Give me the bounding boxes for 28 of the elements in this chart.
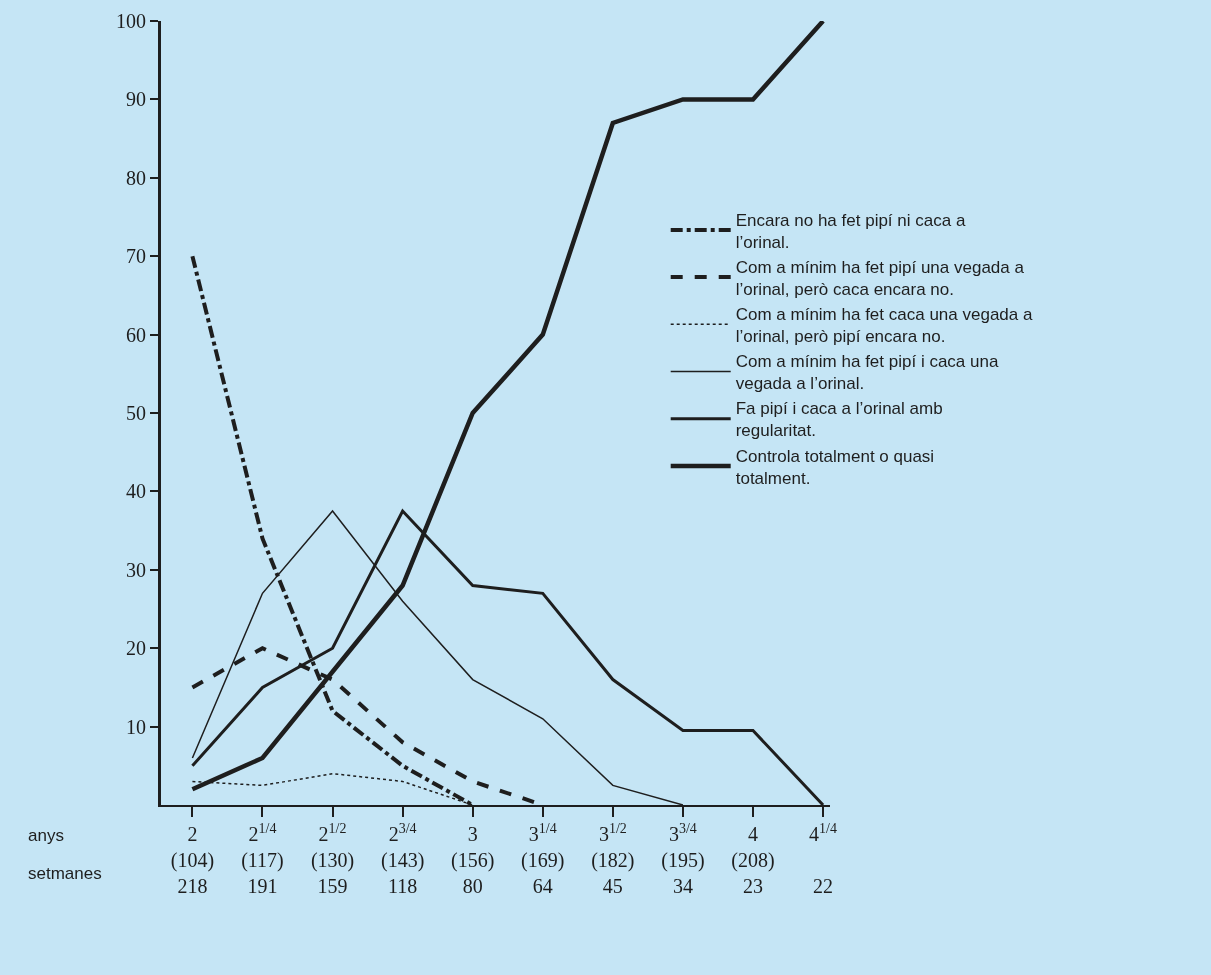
legend-label: Com a mínim ha fet caca una vegada a l’orinal, però pipí encara no. — [735, 304, 1033, 346]
legend-label: Fa pipí i caca a l’orinal amb regularitat. — [735, 399, 943, 441]
x-tick-label: 4 (208) 23 — [731, 823, 775, 897]
x-tick-label: 3$^{1/2}$ (182) 45 — [591, 820, 635, 897]
category-label: 4$^{1/4}$ 22 — [809, 820, 837, 897]
y-tick-label: 80 — [125, 166, 146, 189]
y-tick-label: 100 — [115, 10, 146, 32]
legend-label: Controla totalment o quasi totalment. — [735, 446, 935, 488]
y-tick-label: 10 — [125, 715, 146, 738]
y-tick-label: 40 — [125, 480, 146, 503]
x-tick-label: 2 (104) 218 — [170, 823, 215, 897]
legend-label: Com a mínim ha fet pipí i caca una vegada a l’orinal. — [735, 352, 999, 394]
y-tick-label: 20 — [125, 637, 146, 660]
text: setmanes — [28, 864, 102, 883]
y-tick-label: 30 — [125, 558, 146, 581]
x-tick-label: 3 (156) 80 — [451, 823, 495, 897]
x-tick-label: 2$^{1/2}$ (130) 159 — [310, 820, 355, 897]
x-tick-label: 2$^{3/4}$ (143) 118 — [380, 820, 425, 897]
x-tick-label: 3$^{1/4}$ (169) 64 — [521, 820, 565, 897]
legend-label: Encara no ha fet pipí ni caca a l’orinal. — [735, 210, 966, 252]
y-tick-label: 50 — [125, 402, 146, 424]
legend-label: Com a mínim ha fet pipí una vegada a l’orinal, però caca encara no. — [735, 257, 1025, 299]
y-tick-label: 90 — [125, 88, 146, 111]
y-tick-label: 70 — [125, 245, 146, 268]
x-tick-label: 2$^{1/4}$ (117) 191 — [241, 820, 284, 897]
y-tick-label: 60 — [125, 323, 146, 346]
x-tick-label: 3$^{3/4}$ (195) 34 — [661, 820, 705, 897]
text: anys — [28, 826, 64, 845]
